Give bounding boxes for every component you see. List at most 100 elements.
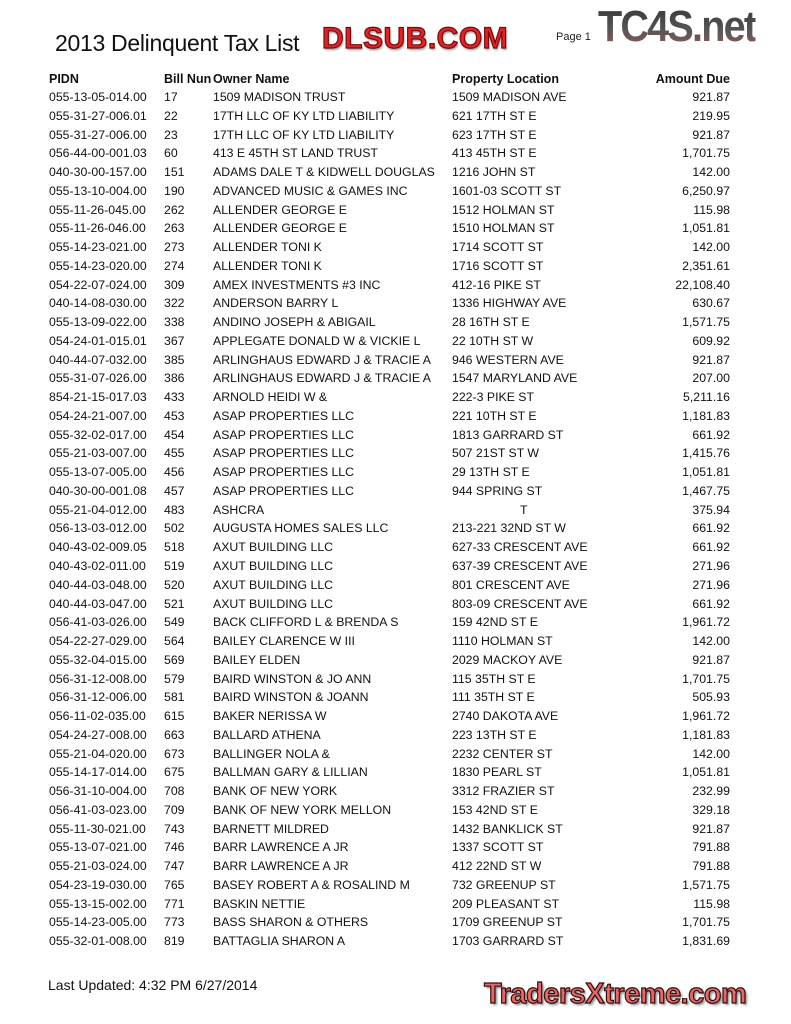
owner-name-cell: AXUT BUILDING LLC [213, 540, 334, 555]
owner-name-cell: BALLARD ATHENA [213, 727, 321, 742]
owner-name-cell: BASKIN NETTIE [213, 896, 306, 911]
property-location-cell: 1512 HOLMAN ST [452, 202, 555, 217]
pidn-cell: 055-14-17-014.00 [49, 765, 147, 780]
bill-number-cell: 386 [164, 371, 185, 386]
property-location-cell: 412 22ND ST W [452, 859, 542, 874]
amount-due-cell: 921.87 [692, 821, 730, 836]
pidn-cell: 055-14-23-005.00 [49, 915, 147, 930]
pidn-cell: 040-30-00-001.08 [49, 483, 147, 498]
bill-number-cell: 274 [164, 258, 185, 273]
amount-due-cell: 329.18 [692, 802, 730, 817]
owner-name-cell: AXUT BUILDING LLC [213, 596, 334, 611]
property-location-cell: 413 45TH ST E [452, 146, 537, 161]
pidn-cell: 056-41-03-026.00 [49, 615, 147, 630]
owner-name-cell: BARR LAWRENCE A JR [213, 840, 349, 855]
table-row: 040-43-02-009.05 518 AXUT BUILDING LLC 627-… [0, 540, 791, 559]
amount-due-cell: 207.00 [692, 371, 730, 386]
amount-due-cell: 921.87 [692, 127, 730, 142]
pidn-cell: 054-23-19-030.00 [49, 877, 147, 892]
pidn-cell: 054-22-07-024.00 [49, 277, 147, 292]
bill-number-cell: 746 [164, 840, 185, 855]
property-location-cell: 1510 HOLMAN ST [452, 221, 555, 236]
property-location-cell: 621 17TH ST E [452, 108, 537, 123]
table-row: 056-11-02-035.00 615 BAKER NERISSA W 2740 D… [0, 709, 791, 728]
bill-number-cell: 338 [164, 315, 185, 330]
amount-due-cell: 661.92 [692, 540, 730, 555]
pidn-cell: 055-13-10-004.00 [49, 183, 147, 198]
property-location-cell: 627-33 CRESCENT AVE [452, 540, 588, 555]
property-location-cell: 1830 PEARL ST [452, 765, 542, 780]
pidn-cell: 040-30-00-157.00 [49, 165, 147, 180]
page-title: 2013 Delinquent Tax List [55, 30, 300, 56]
amount-due-cell: 271.96 [692, 559, 730, 573]
table-row: 056-41-03-023.00 709 BANK OF NEW YORK MELL… [0, 803, 791, 822]
owner-name-cell: ALLENDER TONI K [213, 240, 322, 255]
table-row: 040-44-03-047.00 521 AXUT BUILDING LLC 803-… [0, 597, 791, 616]
owner-name-cell: AMEX INVESTMENTS #3 INC [213, 277, 381, 292]
property-location-cell: 637-39 CRESCENT AVE [452, 559, 588, 573]
owner-name-cell: BATTAGLIA SHARON A [213, 934, 346, 949]
property-location-cell: 1716 SCOTT ST [452, 258, 544, 273]
amount-due-cell: 115.98 [693, 896, 730, 911]
pidn-cell: 055-13-05-014.00 [49, 90, 147, 104]
table-row: 055-13-10-004.00 190 ADVANCED MUSIC & GAME… [0, 184, 791, 203]
table-row: 055-31-07-026.00 386 ARLINGHAUS EDWARD J &… [0, 371, 791, 390]
property-location-cell: 1509 MADISON AVE [452, 90, 567, 104]
property-location-cell: 507 21ST ST W [452, 446, 540, 461]
bill-number-cell: 483 [164, 502, 185, 517]
owner-name-cell: BARR LAWRENCE A JR [213, 859, 349, 874]
table-row: 055-32-02-017.00 454 ASAP PROPERTIES LLC 18… [0, 428, 791, 447]
pidn-cell: 056-31-12-008.00 [49, 671, 147, 686]
owner-name-cell: ANDERSON BARRY L [213, 296, 339, 311]
owner-name-cell: BALLINGER NOLA & [213, 746, 330, 761]
pidn-cell: 056-31-12-006.00 [49, 690, 147, 705]
property-location-cell: 29 13TH ST E [452, 465, 530, 480]
pidn-cell: 040-44-03-047.00 [49, 596, 147, 611]
pidn-cell: 854-21-15-017.03 [49, 390, 147, 405]
table-row: 055-14-23-005.00 773 BASS SHARON & OTHERS 1… [0, 915, 791, 934]
property-location-cell: 3312 FRAZIER ST [452, 784, 555, 799]
pidn-cell: 040-44-07-032.00 [49, 352, 147, 367]
pidn-cell: 055-13-09-022.00 [49, 315, 147, 330]
table-row: 055-13-05-014.00 17 1509 MADISON TRUST 1509… [0, 90, 791, 109]
amount-due-cell: 1,051.81 [682, 221, 730, 236]
bill-number-cell: 456 [164, 465, 185, 480]
amount-due-cell: 1,701.75 [682, 915, 730, 930]
table-row: 055-32-04-015.00 569 BAILEY ELDEN 2029 MACK… [0, 653, 791, 672]
bill-number-cell: 564 [164, 634, 185, 649]
amount-due-cell: 142.00 [692, 165, 730, 180]
bill-number-cell: 520 [164, 577, 185, 592]
property-location-cell: 944 SPRING ST [452, 483, 543, 498]
owner-name-cell: ASAP PROPERTIES LLC [213, 483, 355, 498]
amount-due-cell: 142.00 [692, 240, 730, 255]
table-row: 054-23-19-030.00 765 BASEY ROBERT A & ROSA… [0, 878, 791, 897]
owner-name-cell: AXUT BUILDING LLC [213, 577, 334, 592]
amount-due-cell: 6,250.97 [682, 183, 730, 198]
page-number: Page 1 [556, 31, 591, 43]
pidn-cell: 040-14-08-030.00 [49, 296, 147, 311]
bill-number-cell: 453 [164, 408, 185, 423]
amount-due-cell: 271.96 [692, 577, 730, 592]
amount-due-cell: 2,351.61 [682, 258, 730, 273]
table-row: 055-31-27-006.00 23 17TH LLC OF KY LTD LIA… [0, 128, 791, 147]
owner-name-cell: ASAP PROPERTIES LLC [213, 408, 355, 423]
amount-due-cell: 5,211.16 [683, 390, 730, 405]
table-row: 056-13-03-012.00 502 AUGUSTA HOMES SALES L… [0, 521, 791, 540]
pidn-cell: 055-32-01-008.00 [49, 934, 147, 949]
table-row: 054-24-01-015.01 367 APPLEGATE DONALD W & … [0, 334, 791, 353]
amount-due-cell: 921.87 [692, 352, 730, 367]
amount-due-cell: 1,051.81 [682, 465, 730, 480]
header-property-location: Property Location [452, 72, 559, 86]
table-row: 040-43-02-011.00 519 AXUT BUILDING LLC 637-… [0, 559, 791, 578]
pidn-cell: 055-14-23-021.00 [49, 240, 147, 255]
owner-name-cell: ALLENDER GEORGE E [213, 202, 347, 217]
owner-name-cell: BASEY ROBERT A & ROSALIND M [213, 877, 410, 892]
property-location-cell: 22 10TH ST W [452, 333, 534, 348]
tradersxtreme-logo: TradersXtreme.com [483, 977, 747, 1010]
pidn-cell: 055-31-07-026.00 [49, 371, 147, 386]
bill-number-cell: 518 [164, 540, 185, 555]
amount-due-cell: 921.87 [692, 652, 730, 667]
owner-name-cell: ADVANCED MUSIC & GAMES INC [213, 183, 408, 198]
property-location-cell: 159 42ND ST E [452, 615, 538, 630]
owner-name-cell: ARLINGHAUS EDWARD J & TRACIE A [213, 352, 431, 367]
